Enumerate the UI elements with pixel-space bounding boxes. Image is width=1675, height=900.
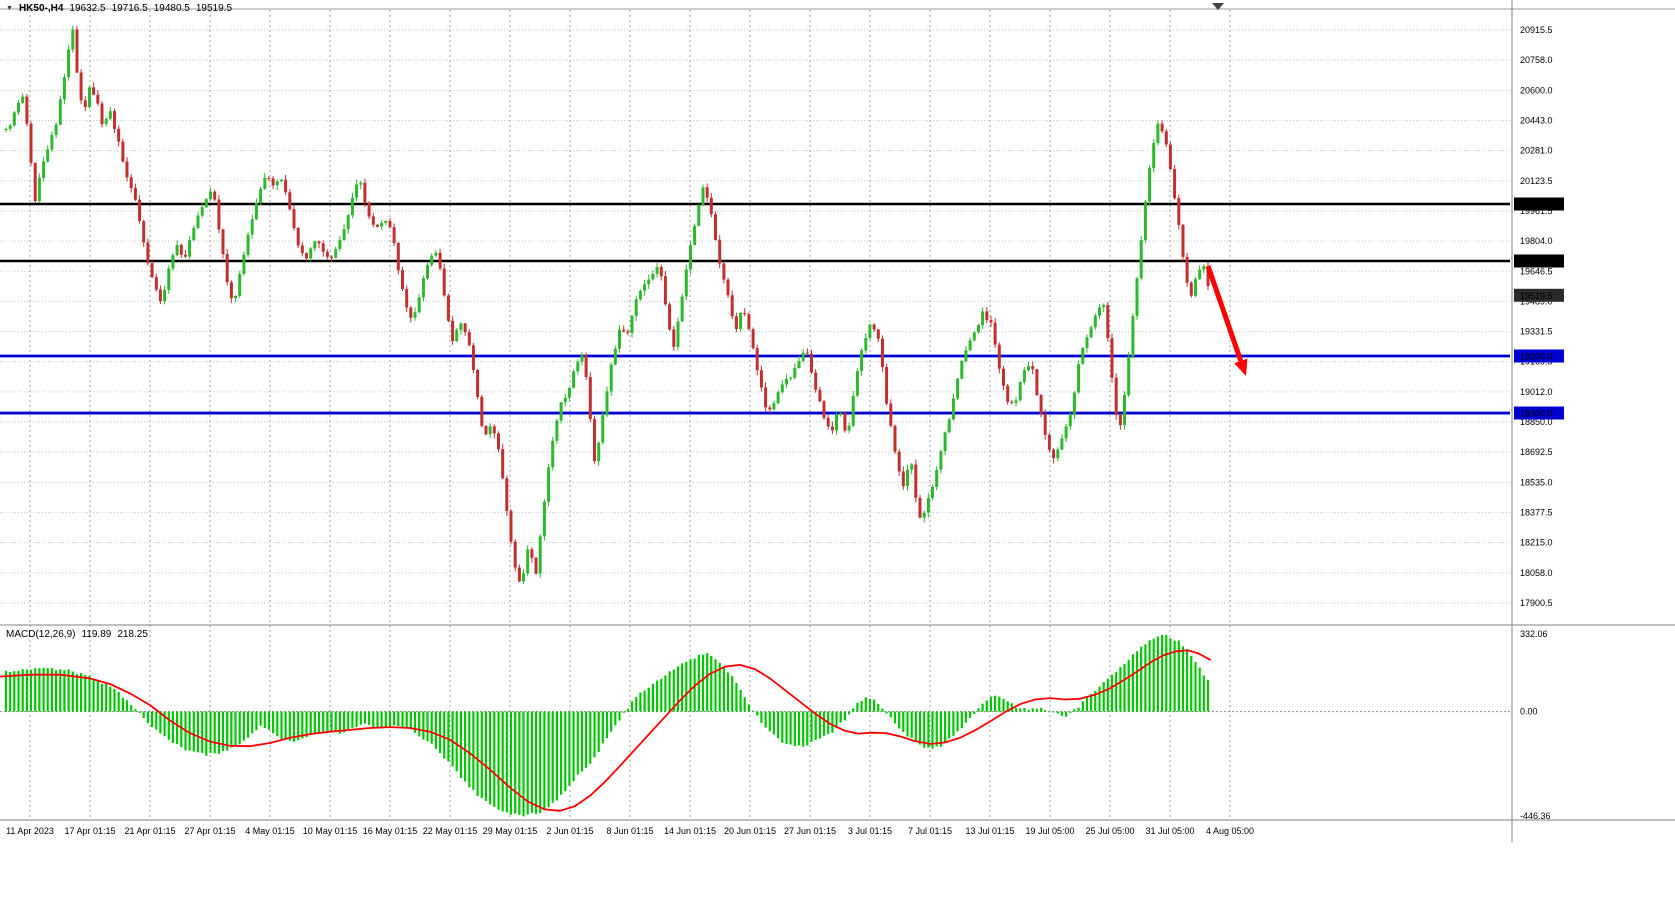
price-axis-label: 19012.0 [1520, 387, 1553, 397]
time-axis-label: 13 Jul 01:15 [965, 826, 1014, 836]
price-level-tag: 19700.0 [1514, 254, 1564, 268]
time-axis-label: 14 Jun 01:15 [664, 826, 716, 836]
macd-indicator-readout: MACD(12,26,9) 119.89 218.25 [6, 629, 148, 640]
price-axis-label: 19961.5 [1520, 206, 1553, 216]
time-axis-label: 16 May 01:15 [363, 826, 418, 836]
time-axis[interactable]: 11 Apr 2023 17 Apr 01:15 21 Apr 01:15 27 Ap… [6, 826, 1254, 836]
price-level-tag: 20000.0 [1514, 197, 1564, 211]
price-axis-label: 20281.0 [1520, 146, 1553, 156]
price-axis-label: 17900.5 [1520, 598, 1553, 608]
time-axis-label: 20 Jun 01:15 [724, 826, 776, 836]
macd-signal-line [0, 649, 1211, 812]
time-axis-label: 19 Jul 05:00 [1025, 826, 1074, 836]
price-axis[interactable]: 20915.5 20758.0 20600.0 20443.0 20281.0 20123… [1514, 25, 1564, 821]
price-axis-label: 18058.0 [1520, 568, 1553, 578]
time-axis-label: 21 Apr 01:15 [124, 826, 175, 836]
price-axis-label: 20443.0 [1520, 116, 1553, 126]
price-axis-label: 18377.5 [1520, 508, 1553, 518]
svg-text:20000.0: 20000.0 [1520, 200, 1553, 210]
price-level-tag: 18900.0 [1514, 406, 1564, 420]
macd-axis-label: 0.00 [1520, 707, 1538, 717]
trend-arrow[interactable] [1205, 265, 1248, 376]
time-axis-label: 27 Jun 01:15 [784, 826, 836, 836]
time-axis-label: 31 Jul 05:00 [1145, 826, 1194, 836]
ohlc-high-value: 19716.5 [111, 3, 148, 14]
axis-background [1513, 0, 1675, 900]
grid-layer [0, 10, 1510, 820]
time-axis-label: 29 May 01:15 [483, 826, 538, 836]
time-axis-label: 25 Jul 05:00 [1085, 826, 1134, 836]
symbol-period-label: HK50-,H4 [18, 3, 64, 14]
ohlc-close-value: 19519.5 [195, 3, 233, 14]
price-level-tag: 19519.5 [1514, 288, 1564, 302]
time-axis-label: 7 Jul 01:15 [908, 826, 952, 836]
price-axis-label: 19804.0 [1520, 236, 1553, 246]
time-axis-label: 4 May 01:15 [245, 826, 295, 836]
candles-layer [4, 25, 1210, 585]
svg-text:19700.0: 19700.0 [1520, 257, 1553, 267]
price-axis-label: 20600.0 [1520, 85, 1553, 95]
svg-text:19519.5: 19519.5 [1520, 291, 1553, 301]
time-axis-label: 3 Jul 01:15 [848, 826, 892, 836]
price-levels-layer [0, 202, 1510, 415]
time-axis-label: 27 Apr 01:15 [184, 826, 235, 836]
chart-shift-marker[interactable] [1212, 3, 1224, 10]
price-axis-label: 19331.5 [1520, 327, 1553, 337]
price-axis-label: 18850.0 [1520, 417, 1553, 427]
macd-axis-label: 332.06 [1520, 629, 1548, 639]
price-axis-label: 18692.5 [1520, 447, 1553, 457]
macd-axis-label: -446.36 [1520, 811, 1551, 821]
price-level-tag: 19200.0 [1514, 349, 1564, 363]
macd-layer [0, 634, 1211, 817]
macd-main-value: 119.89 [81, 629, 112, 640]
ohlc-open-value: 19632.5 [69, 3, 106, 14]
svg-text:19200.0: 19200.0 [1520, 352, 1553, 362]
time-axis-label: 2 Jun 01:15 [546, 826, 593, 836]
price-axis-label: 20123.5 [1520, 176, 1553, 186]
svg-text:18900.0: 18900.0 [1520, 409, 1553, 419]
panel-separators [0, 0, 1675, 842]
macd-signal-value: 218.25 [117, 629, 148, 640]
time-axis-label: 10 May 01:15 [303, 826, 358, 836]
price-axis-label: 18535.0 [1520, 477, 1553, 487]
time-axis-label: 22 May 01:15 [423, 826, 478, 836]
price-axis-label: 20915.5 [1520, 25, 1553, 35]
time-axis-label: 8 Jun 01:15 [606, 826, 653, 836]
ohlc-low-value: 19480.5 [153, 3, 190, 14]
time-axis-label: 17 Apr 01:15 [64, 826, 115, 836]
price-axis-label: 18215.0 [1520, 538, 1553, 548]
time-axis-label: 11 Apr 2023 [6, 826, 54, 836]
symbol-dropdown-icon[interactable]: ▼ [6, 4, 13, 12]
symbol-ohlc-readout: ▼ HK50-,H4 19632.5 19716.5 19480.5 19519… [6, 3, 232, 14]
macd-label: MACD(12,26,9) [6, 629, 76, 640]
price-axis-label: 19646.5 [1520, 266, 1553, 276]
time-axis-label: 4 Aug 05:00 [1206, 826, 1254, 836]
price-axis-label: 20758.0 [1520, 55, 1553, 65]
